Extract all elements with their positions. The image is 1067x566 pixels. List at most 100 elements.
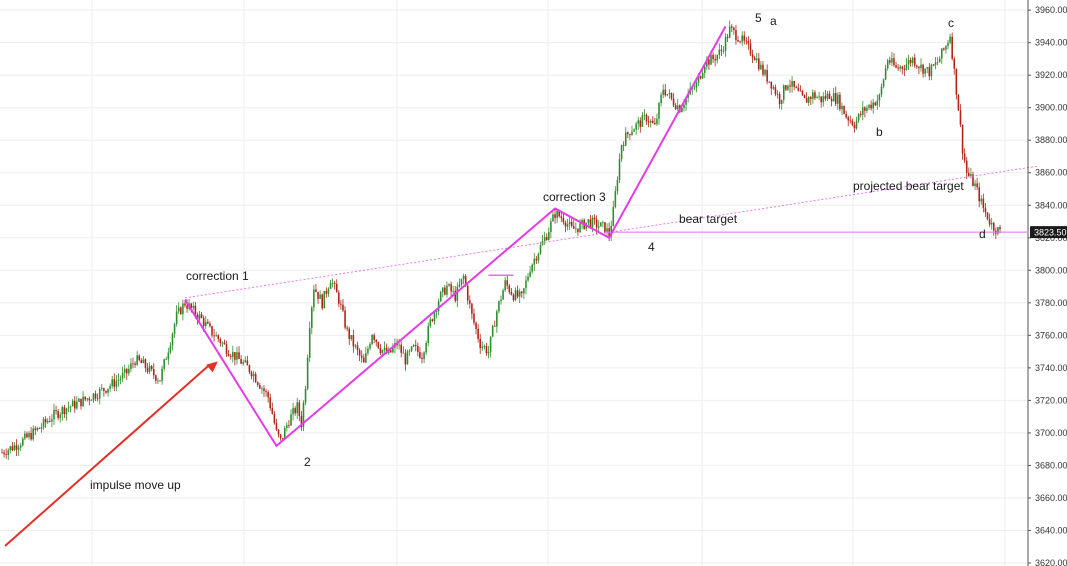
- candle: [791, 76, 793, 93]
- candle: [593, 214, 596, 225]
- candle-body: [972, 174, 974, 186]
- candle-body: [117, 379, 120, 381]
- candle-body: [764, 70, 766, 75]
- candle-body: [423, 352, 425, 360]
- candle: [803, 94, 806, 99]
- candle-body: [371, 335, 373, 345]
- candle: [256, 381, 259, 388]
- candle-body: [362, 357, 365, 363]
- candle-body: [755, 58, 758, 61]
- candle-body: [450, 284, 452, 292]
- candle: [329, 279, 332, 290]
- candle: [770, 81, 773, 95]
- candle-body: [86, 398, 89, 400]
- candle-body: [36, 427, 39, 431]
- label-wave-2: 2: [304, 455, 311, 469]
- current-price-tag[interactable]: [1030, 226, 1067, 239]
- candle: [15, 439, 18, 456]
- candle-body: [847, 117, 850, 121]
- candle-body: [849, 120, 852, 122]
- candle: [86, 397, 89, 402]
- candle: [113, 373, 116, 392]
- candle: [157, 377, 159, 385]
- candle-body: [385, 347, 388, 354]
- candle: [460, 278, 463, 287]
- candle-body: [639, 120, 642, 127]
- candle: [785, 84, 787, 92]
- candle: [730, 24, 733, 32]
- candle-body: [982, 198, 985, 209]
- candle-body: [88, 398, 91, 401]
- candle-body: [595, 219, 598, 228]
- candle: [849, 115, 852, 124]
- candle-body: [286, 425, 288, 428]
- candle: [828, 90, 831, 100]
- candle: [716, 54, 719, 64]
- candle-body: [32, 428, 34, 440]
- candle: [523, 287, 525, 299]
- candle: [943, 47, 945, 51]
- candle-body: [753, 57, 756, 61]
- candle-body: [207, 321, 209, 324]
- candle-body: [38, 427, 41, 429]
- candle-body: [502, 290, 504, 300]
- candle-body: [234, 352, 236, 360]
- candle-body: [130, 363, 132, 369]
- candle: [631, 125, 633, 136]
- candle-body: [947, 42, 949, 47]
- candle: [17, 444, 20, 456]
- candle-body: [119, 378, 122, 380]
- candle-body: [161, 368, 163, 382]
- candle: [737, 35, 739, 43]
- candle: [433, 310, 436, 325]
- candle-body: [516, 290, 519, 297]
- candle-body: [269, 397, 272, 409]
- candle-body: [310, 307, 313, 328]
- candle-body: [13, 445, 16, 451]
- candle-body: [845, 113, 847, 118]
- candle: [57, 409, 59, 421]
- candle-body: [469, 300, 471, 304]
- candle-body: [69, 406, 72, 408]
- price-axis[interactable]: 3620.00 3640.00 3660.00 3680.00 3700.00 3720.…: [1027, 0, 1067, 566]
- candle: [664, 83, 667, 97]
- candle-body: [895, 65, 897, 68]
- candle-body: [186, 305, 188, 309]
- candle-body: [683, 104, 685, 108]
- candle-body: [955, 68, 958, 95]
- candle: [408, 348, 411, 356]
- candle-body: [855, 120, 858, 129]
- candle-body: [656, 118, 658, 125]
- candle-body: [94, 393, 97, 399]
- price-tick-label: 3620.00: [1035, 558, 1067, 566]
- candle: [92, 392, 95, 403]
- candle: [847, 115, 850, 127]
- candle-body: [358, 350, 361, 356]
- candle-body: [155, 375, 157, 381]
- candle-body: [635, 123, 637, 130]
- candle: [227, 350, 230, 357]
- candle: [182, 299, 184, 321]
- candle: [922, 63, 924, 78]
- candle-body: [53, 409, 55, 420]
- candle: [234, 352, 236, 366]
- price-tick-label: 3800.00: [1035, 265, 1067, 275]
- candle: [514, 287, 517, 302]
- candle-body: [329, 283, 332, 289]
- candle-body: [421, 357, 423, 360]
- candle-body: [706, 59, 708, 67]
- candle-body: [556, 210, 558, 218]
- candle-body: [146, 367, 149, 372]
- candle-body: [572, 226, 575, 229]
- candle: [799, 85, 802, 92]
- candle: [65, 407, 68, 421]
- candle: [435, 309, 438, 319]
- candle: [358, 348, 361, 362]
- candle-body: [441, 287, 444, 293]
- candle: [292, 402, 294, 421]
- candle: [360, 350, 363, 363]
- candle: [1, 448, 3, 454]
- candle-body: [597, 226, 600, 228]
- candle: [204, 315, 207, 329]
- candle-body: [338, 292, 340, 304]
